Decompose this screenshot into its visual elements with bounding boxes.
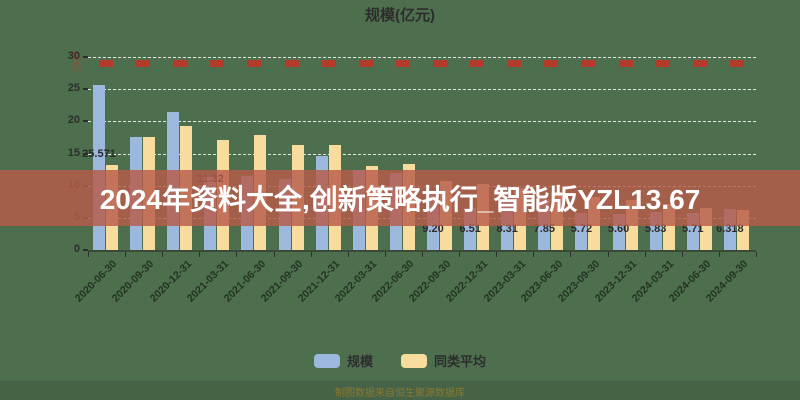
red-top-marker xyxy=(618,59,633,67)
chart-title: 规模(亿元) xyxy=(365,7,435,24)
grid-line xyxy=(88,89,756,91)
x-tick-mark xyxy=(607,252,609,257)
y-tick-label: 15 xyxy=(67,146,80,159)
x-tick-mark xyxy=(459,252,461,257)
red-top-marker xyxy=(581,59,596,67)
red-top-marker xyxy=(692,59,707,67)
grid-line xyxy=(88,121,756,123)
red-top-marker xyxy=(99,59,113,67)
legend-item-category-average[interactable]: 同类平均 xyxy=(401,351,486,370)
red-top-marker xyxy=(433,59,447,67)
x-tick-mark xyxy=(273,252,275,257)
x-tick-mark xyxy=(533,252,535,257)
legend-item-scale[interactable]: 规模 xyxy=(313,351,373,370)
red-top-marker xyxy=(284,59,299,67)
x-tick-mark xyxy=(310,252,312,257)
y-tick-mark xyxy=(83,152,88,155)
red-top-marker xyxy=(321,59,336,67)
x-tick-mark xyxy=(347,252,349,257)
grid-line xyxy=(88,153,756,155)
x-tick-mark xyxy=(88,252,89,257)
red-top-marker xyxy=(247,59,262,67)
x-tick-mark xyxy=(681,252,683,257)
x-tick-mark xyxy=(384,252,386,257)
x-tick-mark xyxy=(718,252,720,257)
grid-line xyxy=(88,57,756,58)
y-tick-mark xyxy=(83,249,88,251)
legend-label: 规模 xyxy=(346,354,373,369)
chart-legend: 规模 同类平均 xyxy=(0,351,800,370)
y-tick-mark xyxy=(83,56,88,58)
x-tick-mark xyxy=(422,252,423,257)
x-tick-mark xyxy=(162,252,164,257)
y-tick-label: 25 xyxy=(67,82,80,95)
legend-label: 同类平均 xyxy=(434,354,487,369)
watermark-banner: 2024年资料大全,创新策略执行_智能版YZL13.67 xyxy=(0,170,800,226)
legend-swatch xyxy=(401,353,427,368)
red-top-marker xyxy=(358,59,373,67)
red-top-marker xyxy=(136,59,151,67)
x-axis-line xyxy=(88,250,756,252)
y-tick-label: 20 xyxy=(67,114,80,127)
x-tick-mark xyxy=(125,252,127,257)
x-tick-mark xyxy=(496,252,498,257)
red-top-marker xyxy=(655,59,670,67)
red-top-marker xyxy=(470,59,485,67)
watermark-text: 2024年资料大全,创新策略执行_智能版YZL13.67 xyxy=(99,184,701,215)
red-top-marker xyxy=(395,59,410,67)
chart-footnote: 制图数据来自恒生聚源数据库 xyxy=(335,388,465,399)
red-top-marker xyxy=(210,59,225,67)
red-top-marker xyxy=(729,59,744,67)
footer-strip: 制图数据来自恒生聚源数据库 xyxy=(0,381,800,400)
red-top-marker xyxy=(544,59,559,67)
legend-swatch xyxy=(313,353,340,368)
y-tick-label: 0 xyxy=(73,243,80,255)
x-tick-mark xyxy=(236,252,238,257)
red-top-marker xyxy=(173,59,188,67)
x-tick-mark xyxy=(570,252,572,257)
value-label: 25.571 xyxy=(82,148,116,161)
y-axis-unit-label: 亿元 xyxy=(71,52,81,72)
x-tick-mark xyxy=(199,252,201,257)
y-tick-label: 30 xyxy=(67,50,80,62)
x-tick-mark xyxy=(644,252,646,257)
red-top-marker xyxy=(507,59,522,67)
y-tick-mark xyxy=(83,88,88,91)
x-tick-mark xyxy=(756,252,757,257)
y-tick-mark xyxy=(83,120,88,123)
